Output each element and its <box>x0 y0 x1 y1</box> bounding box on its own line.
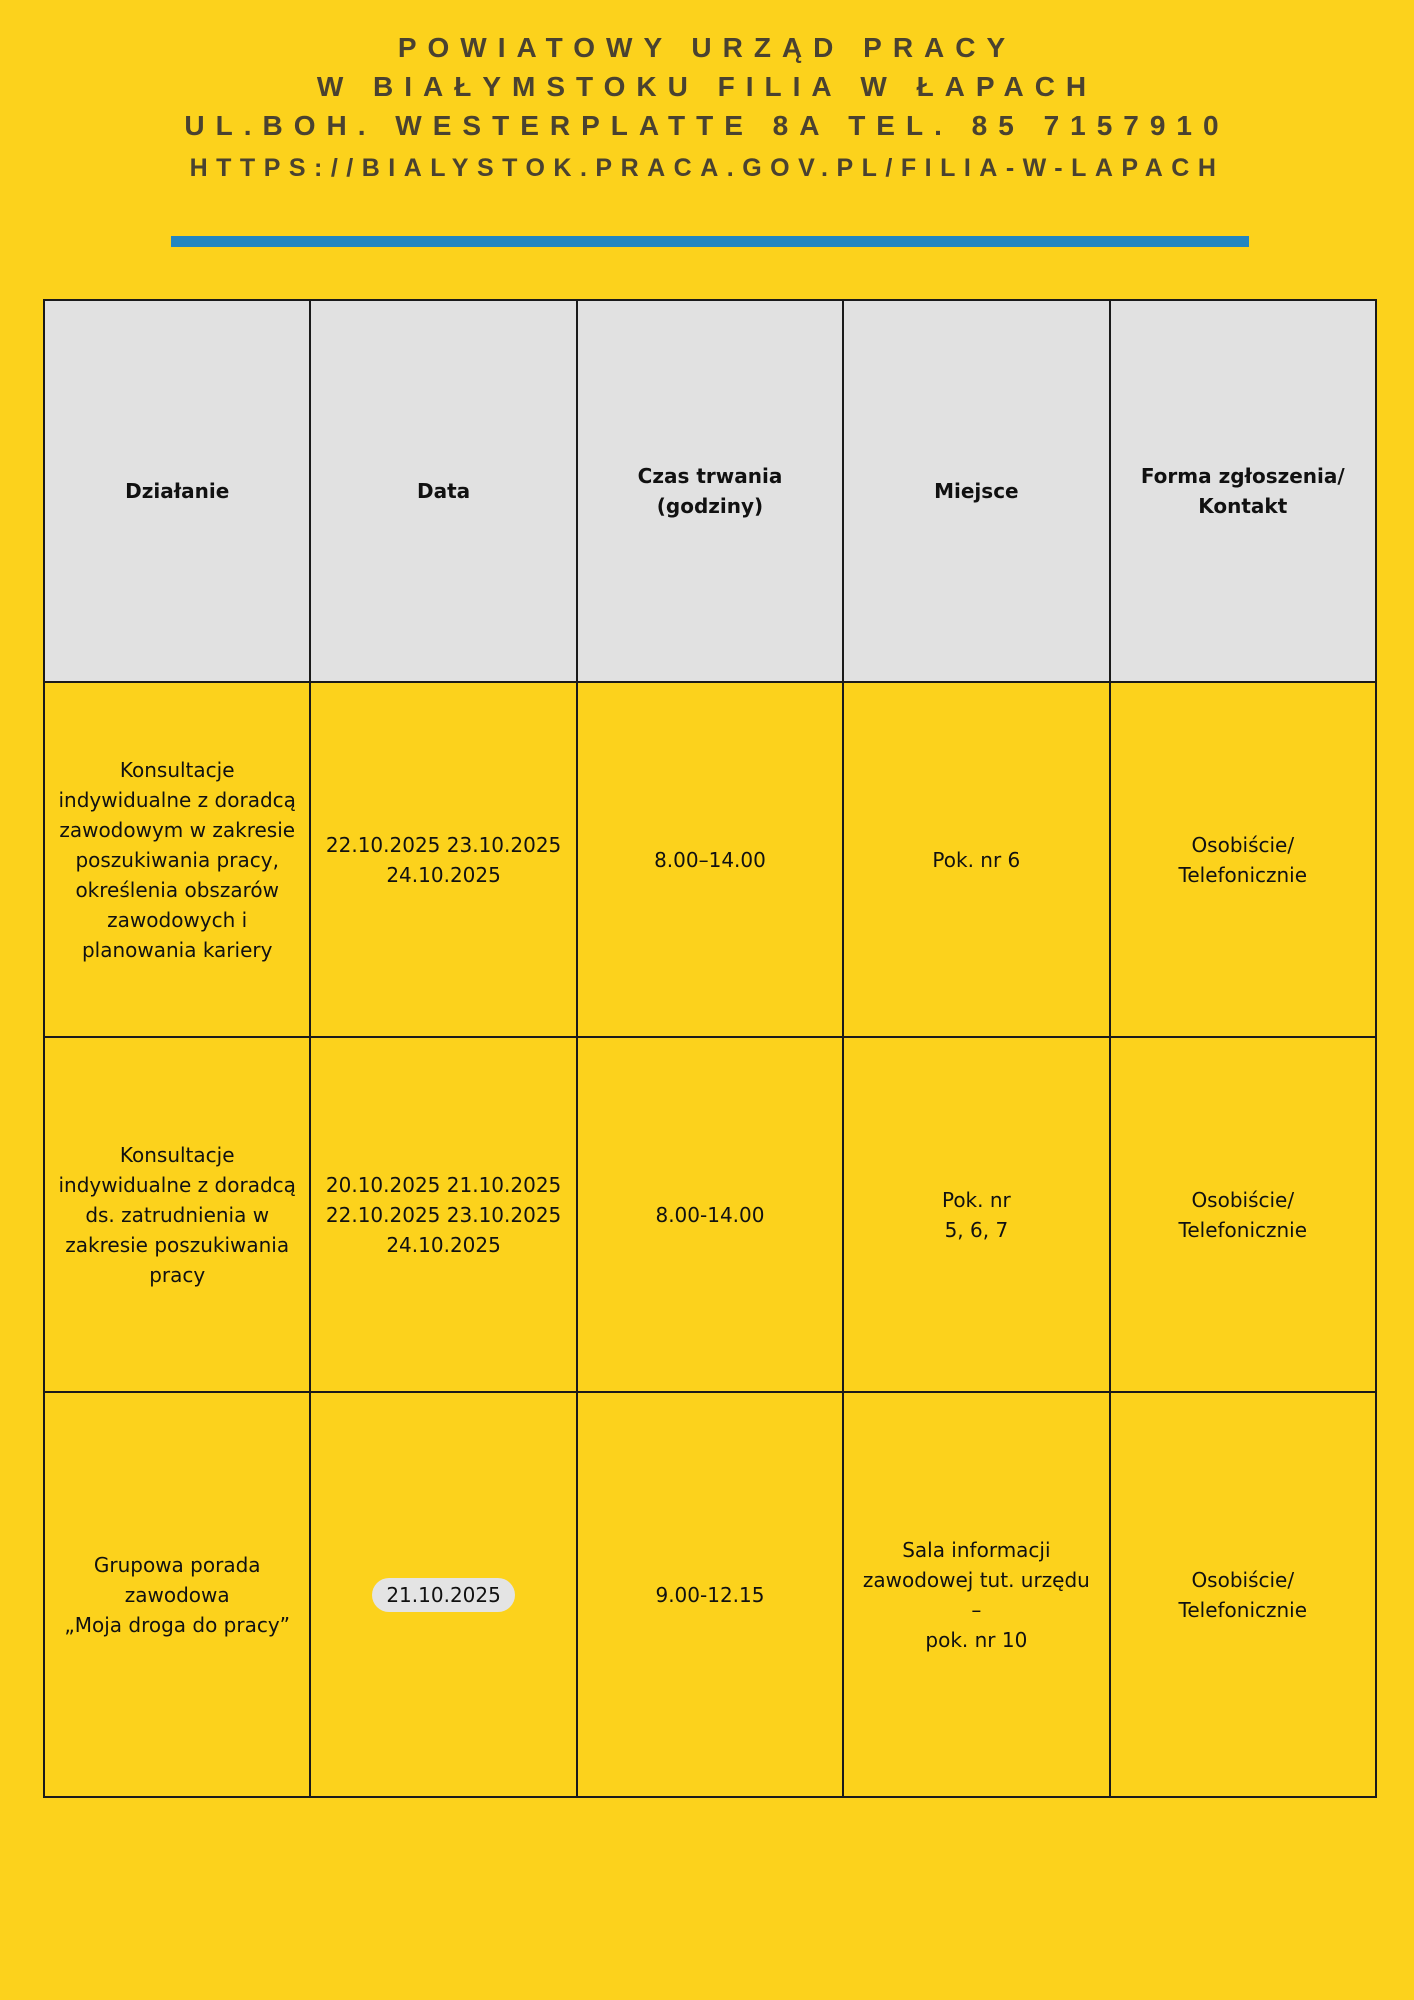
cell-text: Telefonicznie <box>1178 1597 1308 1622</box>
cell-text: Telefonicznie <box>1178 862 1308 887</box>
cell-text: zawodowa <box>124 1582 230 1607</box>
column-header-contact: Forma zgłoszenia/Kontakt <box>1108 299 1378 683</box>
cell-text: Konsultacje <box>119 757 235 782</box>
column-header-place: Miejsce <box>842 299 1111 683</box>
header-text: (godziny) <box>656 494 764 518</box>
date-highlight: 21.10.2025 <box>372 1577 515 1612</box>
cell-date: 20.10.2025 21.10.2025 22.10.2025 23.10.20… <box>309 1036 578 1393</box>
cell-text: zakresie poszukiwania <box>65 1232 290 1257</box>
cell-text: Pok. nr 6 <box>932 847 1021 872</box>
cell-duration: 9.00-12.15 <box>575 1391 845 1798</box>
cell-text: pracy <box>149 1262 206 1287</box>
table-row: Konsultacje indywidualne z doradcą ds. zat… <box>42 1036 1378 1393</box>
cell-text: 21.10.2025 <box>386 1582 501 1607</box>
cell-contact: Osobiście/Telefonicznie <box>1108 1036 1378 1393</box>
cell-text: 20.10.2025 21.10.2025 <box>325 1172 562 1197</box>
cell-text: indywidualne z doradcą <box>58 787 296 812</box>
cell-duration: 8.00–14.00 <box>575 681 845 1038</box>
column-header-activity: Działanie <box>42 299 312 683</box>
cell-text: zawodowym w zakresie <box>59 817 296 842</box>
cell-text: 24.10.2025 <box>386 862 501 887</box>
cell-text: planowania kariery <box>81 937 273 962</box>
cell-text: 8.00–14.00 <box>654 847 766 872</box>
office-url[interactable]: HTTPS://BIALYSTOK.PRACA.GOV.PL/FILIA-W-L… <box>189 154 1225 182</box>
cell-text: Konsultacje <box>119 1142 235 1167</box>
cell-text: poszukiwania pracy, <box>75 847 279 872</box>
cell-text: Sala informacji <box>902 1537 1051 1562</box>
schedule-table: Działanie Data Czas trwania (godziny) Miejsc… <box>42 299 1378 1798</box>
cell-duration: 8.00-14.00 <box>575 1036 845 1393</box>
table-row: Grupowa porada zawodowa „Moja droga do pra… <box>42 1391 1378 1798</box>
table-row: Konsultacje indywidualne z doradcą zawodow… <box>42 681 1378 1038</box>
cell-date: 22.10.2025 23.10.2025 24.10.2025 <box>309 681 578 1038</box>
header-text: Działanie <box>125 479 230 503</box>
cell-text: „Moja droga do pracy” <box>64 1612 291 1637</box>
cell-text: określenia obszarów <box>75 877 279 902</box>
cell-text: 22.10.2025 23.10.2025 <box>325 1202 562 1227</box>
divider-bar <box>171 236 1249 247</box>
cell-place: Sala informacji zawodowej tut. urzędu – pok… <box>842 1391 1111 1798</box>
header-text: Miejsce <box>934 479 1019 503</box>
cell-activity: Grupowa porada zawodowa „Moja droga do pra… <box>42 1391 312 1798</box>
cell-text: zawodowych i <box>107 907 248 932</box>
cell-text: 22.10.2025 23.10.2025 <box>325 832 562 857</box>
header-text: Czas trwania <box>637 464 783 488</box>
cell-place: Pok. nr 6 <box>842 681 1111 1038</box>
office-name: POWIATOWY URZĄD PRACY <box>397 32 1017 63</box>
cell-text: ds. zatrudnienia w <box>85 1202 270 1227</box>
cell-text: Osobiście/ <box>1191 1567 1295 1592</box>
cell-activity: Konsultacje indywidualne z doradcą ds. zat… <box>42 1036 312 1393</box>
cell-text: Osobiście/ <box>1191 832 1295 857</box>
table-header-row: Działanie Data Czas trwania (godziny) Miejsc… <box>42 299 1378 683</box>
office-branch: W BIAŁYMSTOKU FILIA W ŁAPACH <box>316 71 1098 102</box>
cell-text: Pok. nr <box>941 1187 1011 1212</box>
cell-text: 5, 6, 7 <box>944 1217 1009 1242</box>
header-text: Data <box>417 479 471 503</box>
cell-text: zawodowej tut. urzędu <box>862 1567 1090 1592</box>
cell-text: 8.00-14.00 <box>655 1202 765 1227</box>
cell-text: 24.10.2025 <box>386 1232 501 1257</box>
header-text: Kontakt <box>1198 494 1288 518</box>
cell-date: 21.10.2025 <box>309 1391 578 1798</box>
cell-text: Telefonicznie <box>1178 1217 1308 1242</box>
cell-activity: Konsultacje indywidualne z doradcą zawodow… <box>42 681 312 1038</box>
cell-text: Osobiście/ <box>1191 1187 1295 1212</box>
cell-text: indywidualne z doradcą <box>58 1172 296 1197</box>
cell-text: 9.00-12.15 <box>655 1582 765 1607</box>
column-header-duration: Czas trwania (godziny) <box>575 299 845 683</box>
cell-text: pok. nr 10 <box>925 1627 1028 1652</box>
cell-text: – <box>971 1597 982 1622</box>
column-header-date: Data <box>309 299 578 683</box>
cell-contact: Osobiście/Telefonicznie <box>1108 681 1378 1038</box>
cell-contact: Osobiście/Telefonicznie <box>1108 1391 1378 1798</box>
header-text: Forma zgłoszenia/ <box>1140 464 1345 488</box>
cell-text: Grupowa porada <box>93 1552 261 1577</box>
office-address: UL.BOH. WESTERPLATTE 8A TEL. 85 7157910 <box>184 110 1230 141</box>
cell-place: Pok. nr 5, 6, 7 <box>842 1036 1111 1393</box>
